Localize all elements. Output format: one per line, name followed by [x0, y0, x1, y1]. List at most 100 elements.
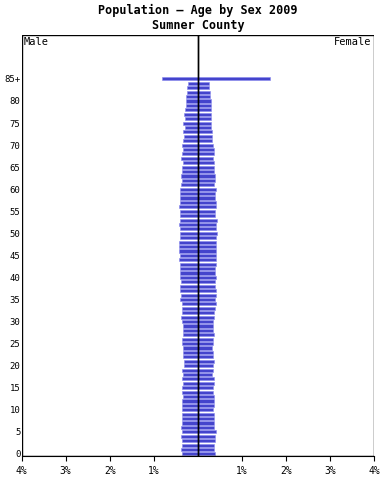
Bar — [198, 152, 214, 156]
Bar — [182, 342, 198, 345]
Bar — [179, 245, 198, 248]
Bar — [180, 228, 198, 230]
Bar — [198, 417, 214, 420]
Bar — [181, 174, 198, 178]
Bar — [180, 426, 198, 429]
Bar — [182, 417, 198, 420]
Bar — [198, 117, 211, 120]
Bar — [198, 258, 216, 261]
Bar — [198, 272, 215, 275]
Bar — [198, 307, 215, 310]
Bar — [198, 444, 214, 446]
Bar — [187, 91, 198, 94]
Bar — [198, 452, 215, 456]
Bar — [198, 355, 213, 359]
Bar — [180, 285, 198, 288]
Bar — [198, 404, 214, 407]
Bar — [184, 113, 198, 116]
Bar — [198, 82, 209, 85]
Bar — [185, 117, 198, 120]
Bar — [198, 337, 214, 341]
Bar — [182, 413, 198, 416]
Bar — [198, 214, 215, 217]
Bar — [180, 267, 198, 270]
Bar — [184, 131, 198, 133]
Bar — [180, 272, 198, 275]
Text: Male: Male — [24, 37, 49, 47]
Bar — [198, 228, 216, 230]
Bar — [198, 324, 213, 327]
Bar — [182, 399, 198, 403]
Bar — [198, 302, 216, 305]
Bar — [198, 170, 214, 173]
Bar — [198, 108, 211, 111]
Bar — [182, 452, 198, 456]
Bar — [198, 435, 215, 438]
Bar — [180, 214, 198, 217]
Bar — [182, 302, 198, 305]
Bar — [198, 135, 212, 138]
Bar — [183, 347, 198, 349]
Bar — [198, 347, 212, 349]
Bar — [198, 35, 374, 456]
Bar — [198, 399, 214, 403]
Bar — [183, 161, 198, 164]
Bar — [182, 369, 198, 372]
Bar — [181, 435, 198, 438]
Bar — [182, 404, 198, 407]
Bar — [198, 298, 215, 301]
Bar — [186, 104, 198, 107]
Bar — [198, 113, 210, 116]
Bar — [198, 280, 215, 283]
Bar — [180, 210, 198, 213]
Bar — [180, 192, 198, 195]
Bar — [184, 360, 198, 363]
Bar — [198, 364, 213, 367]
Bar — [181, 316, 198, 319]
Bar — [182, 444, 198, 446]
Bar — [182, 333, 198, 336]
Bar — [198, 210, 215, 213]
Bar — [198, 448, 214, 451]
Bar — [198, 205, 216, 208]
Bar — [198, 311, 214, 314]
Bar — [181, 448, 198, 451]
Bar — [188, 82, 198, 85]
Bar — [182, 377, 198, 381]
Bar — [198, 351, 213, 354]
Bar — [198, 139, 212, 142]
Bar — [184, 121, 198, 125]
Bar — [198, 430, 215, 433]
Bar — [198, 104, 211, 107]
Bar — [180, 289, 198, 292]
Bar — [182, 152, 198, 156]
Bar — [180, 236, 198, 240]
Bar — [198, 121, 211, 125]
Bar — [182, 408, 198, 411]
Bar — [183, 382, 198, 385]
Bar — [198, 148, 214, 151]
Bar — [179, 223, 198, 226]
Bar — [198, 174, 215, 178]
Bar — [198, 360, 214, 363]
Bar — [182, 170, 198, 173]
Bar — [179, 258, 198, 261]
Bar — [183, 139, 198, 142]
Bar — [180, 188, 198, 191]
Bar — [198, 426, 214, 429]
Bar — [183, 324, 198, 327]
Bar — [198, 377, 214, 381]
Bar — [182, 144, 198, 147]
Bar — [182, 391, 198, 394]
Bar — [198, 263, 216, 266]
Bar — [198, 342, 213, 345]
Bar — [183, 329, 198, 332]
Bar — [185, 95, 198, 98]
Bar — [180, 298, 198, 301]
Bar — [198, 95, 210, 98]
Bar — [180, 254, 198, 257]
Bar — [182, 337, 198, 341]
Bar — [179, 240, 198, 244]
Bar — [198, 183, 214, 186]
Bar — [198, 386, 213, 389]
